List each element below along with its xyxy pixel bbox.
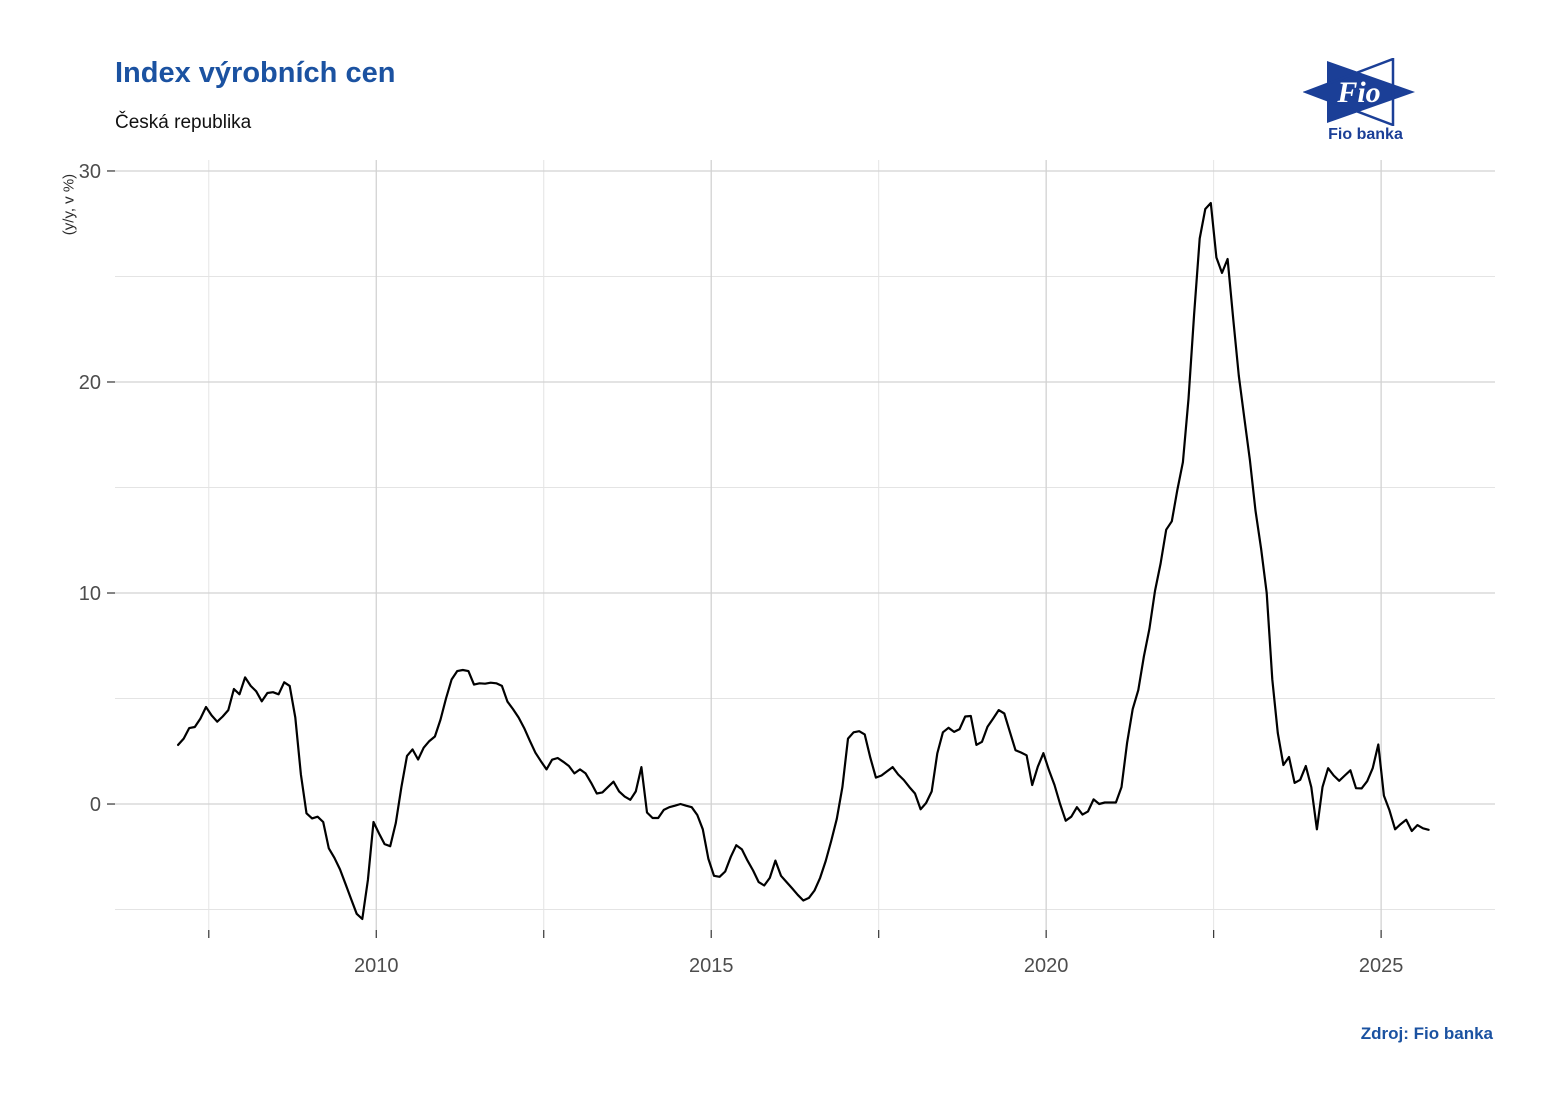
- page-subtitle: Česká republika: [115, 112, 252, 133]
- y-tick-label: 30: [79, 161, 101, 183]
- x-tick-label: 2025: [1359, 955, 1404, 977]
- y-tick-label: 20: [79, 372, 101, 394]
- page-title: Index výrobních cen: [115, 57, 396, 89]
- x-tick-label: 2015: [689, 955, 734, 977]
- fio-logo: Fio Fio banka: [1302, 57, 1428, 150]
- source-label: Zdroj: Fio banka: [1360, 1024, 1493, 1043]
- ppi-data-line: [177, 201, 1430, 921]
- y-tick-label: 0: [90, 794, 101, 816]
- fio-logo-caption: Fio banka: [1328, 126, 1403, 143]
- fio-logo-text: Fio: [1336, 76, 1380, 109]
- x-tick-label: 2020: [1024, 955, 1069, 977]
- fio-star-icon: Fio: [1302, 57, 1415, 127]
- y-tick-label: 10: [79, 583, 101, 605]
- x-tick-label: 2010: [354, 955, 399, 977]
